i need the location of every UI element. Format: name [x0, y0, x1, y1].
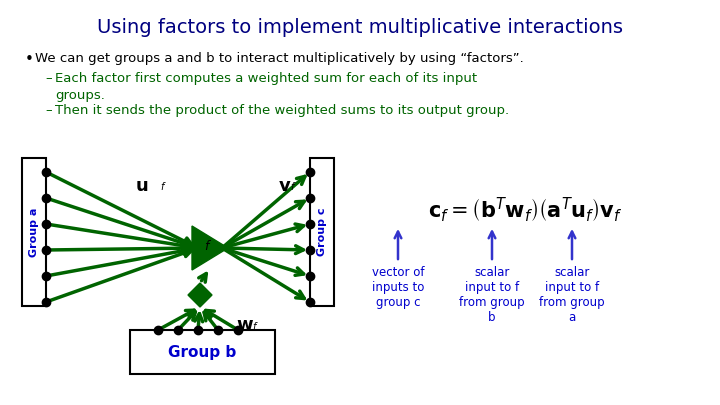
Text: $_{f}$: $_{f}$	[290, 179, 297, 193]
Text: $\mathbf{c}_{f} = \left(\mathbf{b}^{T}\mathbf{w}_{f}\right)\left(\mathbf{a}^{T}\: $\mathbf{c}_{f} = \left(\mathbf{b}^{T}\m…	[428, 196, 622, 224]
Text: $\mathbf{u}$: $\mathbf{u}$	[135, 177, 148, 195]
Text: $_{f}$: $_{f}$	[252, 319, 258, 333]
Text: $\mathbf{v}$: $\mathbf{v}$	[278, 177, 292, 195]
Text: –: –	[45, 72, 52, 85]
Text: Using factors to implement multiplicative interactions: Using factors to implement multiplicativ…	[97, 18, 623, 37]
Text: $\mathbf{w}$: $\mathbf{w}$	[236, 316, 254, 334]
Text: •: •	[25, 52, 34, 67]
Text: scalar
input to f
from group
b: scalar input to f from group b	[459, 266, 525, 324]
Text: Group c: Group c	[317, 208, 327, 256]
Text: $f$: $f$	[204, 239, 212, 253]
Bar	[130, 330, 275, 374]
Text: Then it sends the product of the weighted sums to its output group.: Then it sends the product of the weighte…	[55, 104, 509, 117]
Text: $_{f}$: $_{f}$	[160, 179, 167, 193]
Polygon shape	[188, 283, 212, 307]
Polygon shape	[192, 226, 228, 270]
Text: scalar
input to f
from group
a: scalar input to f from group a	[539, 266, 605, 324]
Text: vector of
inputs to
group c: vector of inputs to group c	[372, 266, 424, 309]
Text: –: –	[45, 104, 52, 117]
Text: Group b: Group b	[168, 345, 236, 360]
Bar	[22, 158, 46, 306]
Text: We can get groups a and b to interact multiplicatively by using “factors”.: We can get groups a and b to interact mu…	[35, 52, 523, 65]
Text: Each factor first computes a weighted sum for each of its input
groups.: Each factor first computes a weighted su…	[55, 72, 477, 102]
Bar	[310, 158, 334, 306]
Text: Group a: Group a	[29, 207, 39, 257]
